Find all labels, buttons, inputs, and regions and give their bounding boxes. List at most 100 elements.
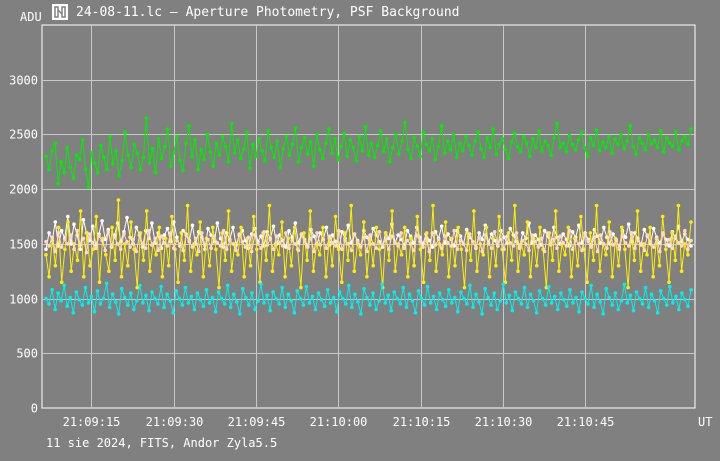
series-0-point bbox=[366, 153, 371, 157]
series-0-point bbox=[62, 170, 67, 175]
series-2-point bbox=[330, 263, 335, 268]
series-3-point bbox=[480, 249, 485, 254]
series-3-point bbox=[234, 248, 238, 253]
series-3-point bbox=[259, 246, 263, 250]
series-4-point bbox=[244, 295, 248, 300]
series-2-point bbox=[415, 214, 420, 219]
series-4-point bbox=[368, 303, 372, 307]
series-4-point bbox=[98, 302, 103, 306]
series-4-point bbox=[640, 302, 645, 306]
series-2-point bbox=[626, 285, 630, 290]
series-1-point bbox=[318, 231, 323, 235]
series-0-point bbox=[141, 155, 146, 160]
series-4-point bbox=[410, 299, 415, 303]
series-0-point bbox=[266, 129, 270, 133]
series-2-point bbox=[242, 274, 246, 279]
series-3-point bbox=[302, 239, 307, 244]
series-2-point bbox=[78, 209, 83, 213]
series-1-point bbox=[365, 235, 369, 240]
series-2-point bbox=[563, 253, 567, 257]
series-2-point bbox=[362, 220, 366, 224]
series-3-point bbox=[140, 242, 145, 246]
series-4-point bbox=[135, 299, 139, 303]
series-3-point bbox=[78, 243, 83, 247]
series-4-point bbox=[195, 291, 200, 295]
series-0-point bbox=[321, 156, 325, 161]
series-4-point bbox=[165, 292, 169, 297]
series-4-point bbox=[256, 299, 260, 303]
series-4-point bbox=[316, 291, 321, 295]
series-3-point bbox=[346, 242, 351, 246]
series-0-point bbox=[418, 154, 423, 159]
series-2-point bbox=[686, 253, 690, 257]
series-4-point bbox=[328, 301, 333, 305]
series-4-point bbox=[325, 288, 330, 292]
series-4-point bbox=[204, 288, 209, 292]
series-0-point bbox=[117, 174, 121, 178]
series-2-point bbox=[402, 225, 407, 230]
series-0-point bbox=[92, 161, 97, 165]
series-1-point bbox=[427, 238, 432, 243]
series-1-point bbox=[59, 228, 64, 233]
y-axis-label: ADU bbox=[20, 10, 42, 24]
series-4-point bbox=[295, 289, 300, 293]
series-1-point bbox=[215, 221, 220, 225]
series-0-point bbox=[403, 120, 407, 125]
series-3-point bbox=[471, 239, 475, 244]
series-3-point bbox=[365, 249, 369, 254]
series-4-point bbox=[577, 309, 581, 314]
series-1-point bbox=[489, 232, 494, 236]
series-0-point bbox=[634, 152, 638, 156]
series-2-point bbox=[399, 253, 404, 257]
series-4-point bbox=[425, 284, 430, 289]
series-2-point bbox=[69, 269, 73, 274]
series-4-point bbox=[419, 296, 424, 301]
series-3-point bbox=[673, 234, 678, 238]
series-3-point bbox=[651, 245, 656, 249]
series-0-point bbox=[470, 153, 474, 157]
series-4-point bbox=[225, 283, 230, 288]
series-0-point bbox=[610, 151, 614, 155]
series-1-point bbox=[477, 231, 481, 235]
series-0-point bbox=[378, 129, 383, 133]
series-4-point bbox=[559, 291, 563, 295]
series-0-point bbox=[74, 153, 79, 157]
series-3-point bbox=[664, 243, 668, 247]
series-1-point bbox=[312, 234, 316, 238]
series-4-point bbox=[552, 294, 557, 299]
series-1-point bbox=[162, 233, 167, 237]
series-2-point bbox=[651, 274, 655, 279]
series-1-point bbox=[396, 233, 400, 237]
series-3-point bbox=[371, 242, 376, 246]
series-0-point bbox=[427, 149, 432, 153]
series-3-point bbox=[567, 228, 572, 233]
series-4-point bbox=[235, 300, 239, 304]
series-3-point bbox=[439, 246, 444, 250]
series-2-point bbox=[270, 269, 275, 274]
series-4-point bbox=[471, 305, 475, 310]
series-1-point bbox=[520, 231, 525, 235]
series-0-point bbox=[299, 145, 304, 150]
series-4-point bbox=[168, 299, 172, 303]
series-4-point bbox=[71, 311, 76, 315]
series-3-point bbox=[533, 239, 537, 244]
series-0-point bbox=[558, 145, 562, 150]
series-2-point bbox=[176, 280, 180, 285]
series-1-point bbox=[595, 234, 600, 238]
series-2-point bbox=[160, 274, 165, 279]
series-0-point bbox=[315, 132, 319, 137]
series-3-point bbox=[633, 246, 637, 250]
series-3-point bbox=[402, 246, 407, 250]
series-4-point bbox=[580, 290, 584, 294]
series-4-point bbox=[562, 297, 566, 302]
series-4-point bbox=[159, 284, 163, 289]
series-3-point bbox=[642, 248, 647, 253]
series-0-point bbox=[168, 164, 173, 168]
series-0-point bbox=[381, 150, 386, 154]
series-2-point bbox=[638, 269, 643, 274]
series-0-point bbox=[552, 135, 556, 140]
series-4-point bbox=[122, 295, 127, 300]
series-2-point bbox=[393, 269, 398, 274]
series-2-point bbox=[251, 214, 256, 219]
series-3-point bbox=[564, 244, 569, 248]
